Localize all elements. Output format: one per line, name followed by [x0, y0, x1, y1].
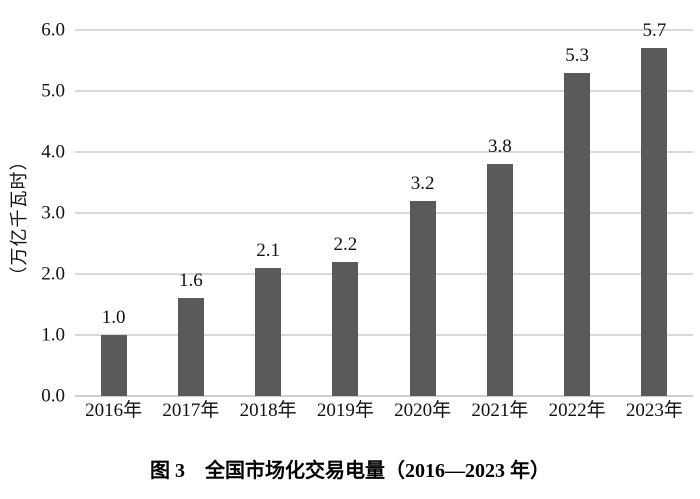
x-tick-label: 2020年 — [394, 400, 452, 421]
gridline — [75, 334, 693, 336]
figure-caption: 图 3 全国市场化交易电量（2016—2023 年） — [150, 460, 550, 482]
x-axis-line — [75, 395, 693, 397]
bar-value-label: 1.0 — [101, 307, 126, 328]
bar-value-label: 1.6 — [179, 270, 203, 292]
y-tick-label: 1.0 — [41, 324, 65, 346]
y-axis-title: （万亿千瓦时） — [9, 151, 29, 285]
y-tick-label: 3.0 — [41, 202, 65, 224]
bar — [564, 72, 591, 396]
bar — [255, 267, 282, 396]
gridline — [75, 29, 693, 31]
bar — [409, 200, 436, 396]
bar — [641, 48, 668, 396]
x-tick-label: 2019年 — [316, 400, 374, 421]
plot-area: 0.0 1.0 2.0 3.0 4.0 5.0 6.0 1.0 2016年 1.6 2017年 2.1… — [41, 21, 693, 421]
y-tick-label: 5.0 — [41, 80, 65, 102]
bar — [177, 298, 204, 396]
y-tick-label: 4.0 — [41, 141, 65, 163]
x-tick-label: 2023年 — [625, 400, 683, 421]
bar-value-label: 2.2 — [333, 233, 358, 255]
x-tick-label: 2021年 — [471, 400, 529, 421]
y-tick-label: 0.0 — [41, 385, 65, 407]
x-tick-label: 2016年 — [85, 400, 143, 421]
bar — [486, 164, 513, 396]
y-tick-label: 6.0 — [41, 19, 65, 41]
gridline — [75, 90, 693, 92]
x-tick-label: 2017年 — [162, 400, 220, 421]
x-tick-label: 2018年 — [239, 400, 297, 421]
y-tick-label: 2.0 — [41, 263, 65, 285]
bar-value-label: 3.2 — [410, 172, 435, 194]
gridline — [75, 151, 693, 153]
bar-value-label: 3.8 — [488, 136, 512, 158]
bar — [100, 335, 127, 396]
gridline — [75, 273, 693, 275]
bar — [332, 261, 359, 396]
gridline — [75, 212, 693, 214]
x-tick-label: 2022年 — [548, 400, 606, 421]
bar-value-label: 5.3 — [565, 44, 589, 66]
bar-value-label: 2.1 — [256, 239, 280, 261]
bar-value-label: 5.7 — [642, 20, 667, 42]
